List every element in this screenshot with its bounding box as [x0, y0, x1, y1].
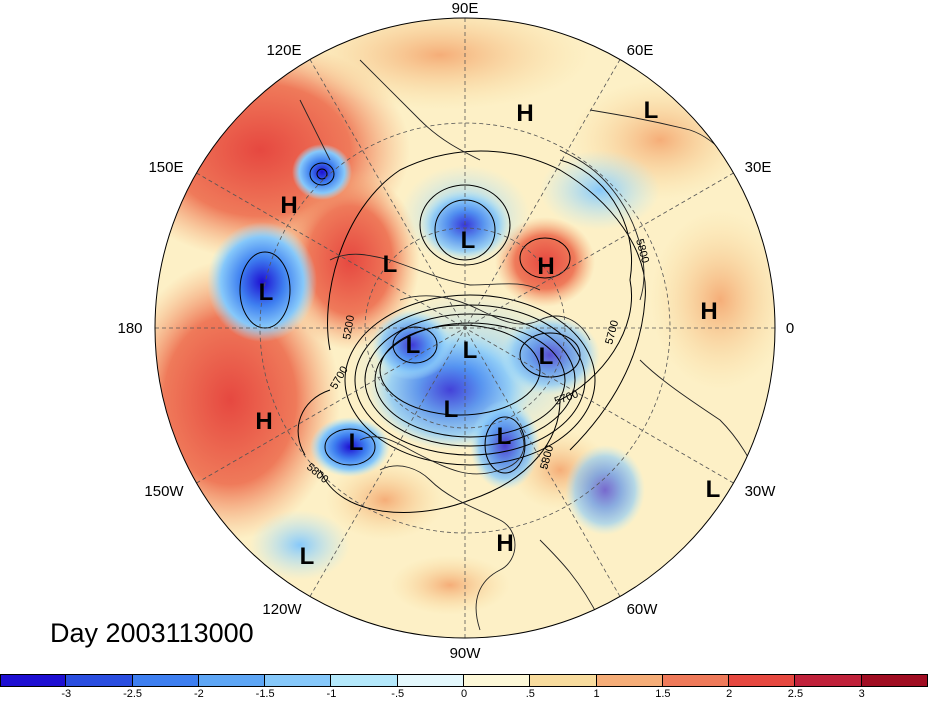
lon-label-90e: 90E [452, 0, 479, 17]
low-marker: L [644, 97, 659, 124]
high-marker: H [700, 298, 717, 325]
colorbar-swatch [66, 674, 133, 687]
date-label: Day 2003113000 [50, 618, 254, 648]
colorbar-tick-label: 2 [726, 688, 733, 700]
lon-label-120e: 120E [266, 42, 301, 59]
high-marker: H [255, 408, 272, 435]
low-marker: L [463, 337, 478, 364]
pressure-centers: H H H H H H L L L L L L L L L L L L [255, 97, 720, 570]
anomaly-field [155, 18, 775, 638]
lon-label-90w: 90W [450, 645, 482, 662]
lon-label-0: 0 [786, 320, 794, 337]
contour-label: 5200 [341, 314, 357, 340]
colorbar-tick-label: -1 [326, 688, 337, 700]
high-marker: H [537, 253, 554, 280]
colorbar-swatch [596, 674, 663, 687]
low-marker: L [349, 429, 364, 456]
colorbar-swatch [530, 674, 597, 687]
colorbar-tick-label: 0 [460, 688, 468, 700]
colorbar-tick-label: -2.5 [123, 688, 143, 700]
lon-label-150w: 150W [144, 483, 184, 500]
colorbar-swatch [397, 674, 464, 687]
colorbar-tick-label: 1 [593, 688, 600, 700]
graticule [155, 18, 775, 638]
lon-label-30e: 30E [745, 159, 772, 176]
map-boundary [154, 17, 776, 639]
colorbar-swatch [464, 674, 531, 687]
high-marker: H [516, 100, 533, 127]
colorbar-swatch [729, 674, 796, 687]
low-marker: L [300, 543, 315, 570]
colorbar-tick-label: 1.5 [655, 688, 671, 700]
lon-label-120w: 120W [262, 601, 302, 618]
colorbar-swatch [662, 674, 730, 687]
low-marker: L [383, 251, 398, 278]
low-marker: L [539, 343, 554, 370]
colorbar-tick-label: -1.5 [255, 688, 275, 700]
lon-label-30w: 30W [745, 483, 777, 500]
colorbar-swatch [265, 674, 332, 687]
colorbar-tick-label: -3 [61, 688, 72, 700]
low-marker: L [259, 279, 274, 306]
low-marker: L [497, 423, 512, 450]
colorbar-tick-label: .5 [525, 688, 535, 700]
colorbar-tick-label: 3 [858, 688, 865, 700]
lon-label-150e: 150E [148, 159, 183, 176]
low-marker: L [444, 396, 459, 423]
colorbar-swatch [132, 674, 199, 687]
longitude-labels: 90E 120E 60E 150E 30E 180 0 150W 30W 120… [117, 0, 794, 662]
low-marker: L [706, 476, 721, 503]
low-marker: L [406, 332, 421, 359]
colorbar-tick-label: -2 [193, 688, 204, 700]
high-marker: H [496, 530, 513, 557]
colorbar-swatch [198, 674, 266, 687]
high-marker: H [280, 192, 297, 219]
colorbar-swatch [331, 674, 398, 687]
lon-label-60w: 60W [627, 601, 659, 618]
colorbar-swatch [861, 674, 928, 687]
colorbar-swatch [0, 674, 67, 687]
lon-label-60e: 60E [627, 42, 654, 59]
low-marker: L [461, 227, 476, 254]
lon-label-180: 180 [117, 320, 142, 337]
colorbar-tick-label: 2.5 [787, 688, 804, 700]
colorbar-swatch [795, 674, 862, 687]
colorbar-tick-label: -.5 [391, 688, 405, 700]
colorbar: -3 -2.5 -2 -1.5 -1 -.5 0 .5 1 1.5 2 2.5 3 [0, 674, 928, 702]
